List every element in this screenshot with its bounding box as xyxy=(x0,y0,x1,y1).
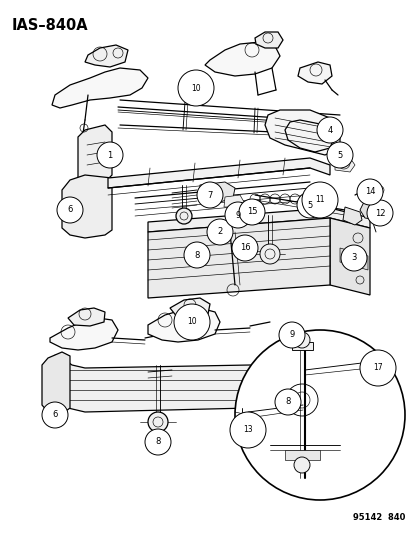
Polygon shape xyxy=(68,308,105,326)
Text: 17: 17 xyxy=(372,364,382,373)
Polygon shape xyxy=(284,450,319,460)
Polygon shape xyxy=(204,42,279,76)
Circle shape xyxy=(197,182,223,208)
Circle shape xyxy=(230,412,266,448)
Circle shape xyxy=(340,245,366,271)
Circle shape xyxy=(285,384,317,416)
Circle shape xyxy=(235,330,404,500)
Circle shape xyxy=(359,350,395,386)
Text: 3: 3 xyxy=(351,254,356,262)
Circle shape xyxy=(356,179,382,205)
Circle shape xyxy=(278,322,304,348)
Circle shape xyxy=(147,412,168,432)
Polygon shape xyxy=(199,182,235,202)
Text: 13: 13 xyxy=(242,425,252,434)
Text: 11: 11 xyxy=(314,196,324,205)
Polygon shape xyxy=(50,318,118,350)
Circle shape xyxy=(293,332,309,348)
Polygon shape xyxy=(108,158,329,188)
Circle shape xyxy=(293,457,309,473)
Text: 8: 8 xyxy=(285,398,290,407)
Polygon shape xyxy=(359,200,381,220)
Polygon shape xyxy=(78,125,112,185)
Circle shape xyxy=(97,142,123,168)
Circle shape xyxy=(316,117,342,143)
Polygon shape xyxy=(42,352,70,414)
Text: 14: 14 xyxy=(364,188,374,197)
Text: 9: 9 xyxy=(235,211,240,220)
Text: 1: 1 xyxy=(107,150,112,159)
Text: 4: 4 xyxy=(327,125,332,134)
Circle shape xyxy=(274,389,300,415)
Text: 12: 12 xyxy=(374,208,385,217)
Polygon shape xyxy=(291,342,312,350)
Text: 7: 7 xyxy=(207,190,212,199)
Text: 9: 9 xyxy=(289,330,294,340)
Circle shape xyxy=(206,219,233,245)
Polygon shape xyxy=(334,155,354,172)
Text: 10: 10 xyxy=(187,318,196,327)
Text: 8: 8 xyxy=(155,438,160,447)
Circle shape xyxy=(326,142,352,168)
Circle shape xyxy=(238,199,264,225)
Polygon shape xyxy=(147,208,369,232)
Polygon shape xyxy=(147,218,329,298)
Text: 6: 6 xyxy=(52,410,57,419)
Text: 10: 10 xyxy=(191,84,200,93)
Polygon shape xyxy=(342,207,361,225)
Polygon shape xyxy=(264,110,339,155)
Circle shape xyxy=(42,402,68,428)
Text: 95142  840: 95142 840 xyxy=(352,513,404,522)
Circle shape xyxy=(145,429,171,455)
Text: 8: 8 xyxy=(194,251,199,260)
Polygon shape xyxy=(170,298,209,319)
Polygon shape xyxy=(223,195,243,207)
Text: 15: 15 xyxy=(246,207,256,216)
Text: IAS–840A: IAS–840A xyxy=(12,18,88,33)
Polygon shape xyxy=(254,32,282,48)
Polygon shape xyxy=(55,355,271,412)
Polygon shape xyxy=(85,45,128,67)
Polygon shape xyxy=(62,175,112,238)
Circle shape xyxy=(173,304,209,340)
Circle shape xyxy=(231,235,257,261)
Polygon shape xyxy=(147,308,219,342)
Text: 5: 5 xyxy=(306,200,312,209)
Circle shape xyxy=(183,242,209,268)
Circle shape xyxy=(296,192,322,218)
Text: 5: 5 xyxy=(337,150,342,159)
Circle shape xyxy=(301,182,337,218)
Text: 16: 16 xyxy=(239,244,250,253)
Polygon shape xyxy=(52,68,147,108)
Polygon shape xyxy=(329,218,369,295)
Circle shape xyxy=(176,208,192,224)
Circle shape xyxy=(57,197,83,223)
Circle shape xyxy=(259,244,279,264)
Circle shape xyxy=(178,70,214,106)
Polygon shape xyxy=(339,248,367,270)
Circle shape xyxy=(224,202,250,228)
Polygon shape xyxy=(297,62,331,84)
Text: 6: 6 xyxy=(67,206,73,214)
Text: 2: 2 xyxy=(217,228,222,237)
Circle shape xyxy=(366,200,392,226)
